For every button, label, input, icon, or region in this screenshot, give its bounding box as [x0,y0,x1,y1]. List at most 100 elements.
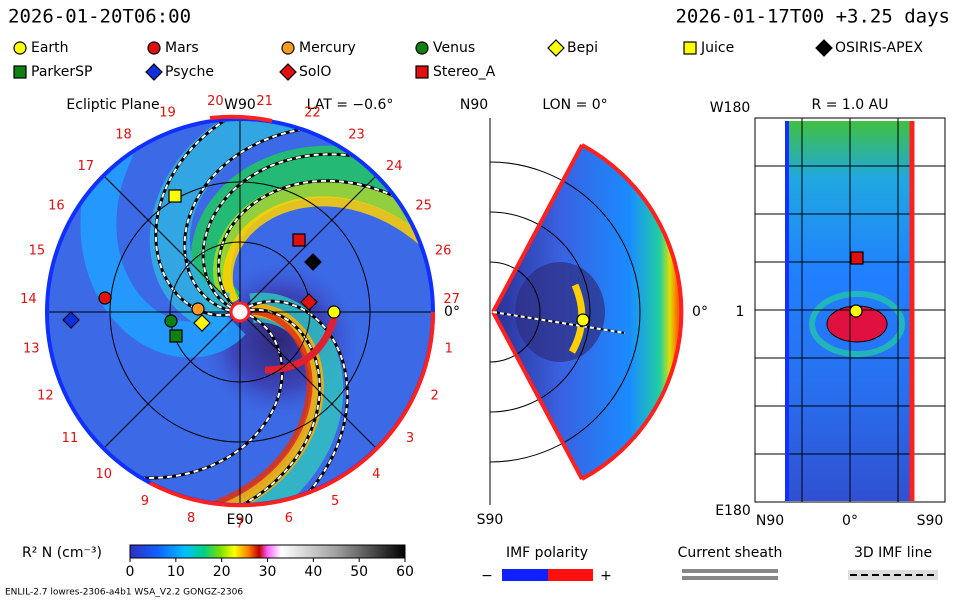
edge [491,311,584,480]
colorbar-tick-label: 0 [126,564,135,580]
sector-label: 22 [304,105,321,120]
key-title: 3D IMF line [854,545,932,561]
legend-marker [547,39,565,57]
axis-label: 0° [444,304,460,320]
sector-label: 12 [37,388,54,403]
legend-label: OSIRIS-APEX [835,40,923,56]
sector-label: 20 [207,94,224,109]
radial-panel: W180 R = 1.0 AU 1 E180 N90 0° S90 [710,97,946,529]
colorbar-tick-label: 60 [396,564,414,580]
body-marker [300,293,318,311]
body-marker [193,314,211,332]
imf-line [47,314,284,480]
axis-label: E180 [715,503,751,519]
body-marker [98,291,112,305]
imf-line [86,308,321,505]
sector-label: 25 [415,199,432,214]
legend-marker [13,41,27,55]
legend-label: Venus [433,40,475,56]
axis-label: N90 [460,97,488,113]
legend-label: Stereo_A [433,64,496,80]
density-band [149,119,429,333]
panel-title: R = 1.0 AU [812,97,889,113]
polarity-arc [149,311,436,508]
key-title: Current sheath [678,545,783,561]
ejecta [264,314,339,374]
edge [581,143,684,481]
rarefaction [515,262,605,362]
legend-label: ParkerSP [31,64,92,80]
sector-label: 5 [331,494,339,509]
colorbar-tick-label: 30 [259,564,277,580]
legend-marker [415,41,429,55]
body-marker [169,329,183,343]
sector-label: 16 [48,199,65,214]
sector-label: 23 [348,127,365,142]
imf-line [492,311,626,334]
sector-label: 17 [78,159,95,174]
meridional-panel: N90 LON = 0° 0° S90 [460,97,708,528]
sector-label: 19 [159,105,176,120]
sector-label: 1 [445,341,453,356]
sector-label: 14 [20,292,37,307]
imf-line [217,179,433,313]
legend-marker [145,63,163,81]
legend-marker [415,65,429,79]
body-marker [62,311,80,329]
axis-label: 0° [692,304,708,320]
colorbar-tick-label: 50 [350,564,368,580]
density-halo [809,291,905,357]
panel-title: Ecliptic Plane [66,97,159,113]
sector-label: 15 [29,244,46,259]
sector-label: 24 [386,159,403,174]
footer: ENLIL-2.7 lowres-2306-a4b1 WSA_V2.2 GONG… [5,588,243,598]
legend-label: Earth [31,40,69,56]
key-minus: − [481,568,493,584]
sector-label: 13 [23,341,40,356]
colorbar [129,544,406,559]
imf-line-bg [848,570,938,580]
body-marker [576,313,590,327]
sector-label: 6 [285,511,293,526]
axis-label: E90 [227,512,254,528]
legend-label: Bepi [567,40,598,56]
sector-label: 27 [443,292,460,307]
body-marker [849,304,863,318]
legend-marker [815,39,833,57]
longitude: LON = 0° [542,97,607,113]
sector-label: 26 [435,244,452,259]
sector-label: 9 [141,494,149,509]
legend-label: Mars [165,40,199,56]
legend-marker [279,63,297,81]
axis-label: W90 [224,97,256,113]
body-marker [850,251,864,265]
legend-label: SolO [299,64,331,80]
density-band [74,303,324,505]
body-marker [292,233,306,247]
legend-label: Mercury [299,40,356,56]
legend-marker [683,41,697,55]
density-band [213,179,433,341]
sheath-line [682,569,778,573]
colorbar-tick-label: 40 [304,564,322,580]
legend-label: Psyche [165,64,214,80]
sector-label: 10 [95,467,112,482]
body-marker [304,253,322,271]
edge [491,144,584,313]
sector-label: 11 [62,431,79,446]
axis-label: S90 [917,513,944,529]
sector-label: 2 [431,388,439,403]
sector-label: 8 [187,511,195,526]
axis-label: 0° [842,513,858,529]
key-plus: + [600,568,612,584]
key-title: IMF polarity [506,545,588,561]
body-marker [164,314,178,328]
imf-line [168,300,349,505]
body-marker [327,305,341,319]
grid-arc [489,261,541,363]
imf-line [202,153,433,309]
latitude: LAT = −0.6° [307,97,394,113]
colorbar-tick-label: 10 [167,564,185,580]
legend-marker [147,41,161,55]
